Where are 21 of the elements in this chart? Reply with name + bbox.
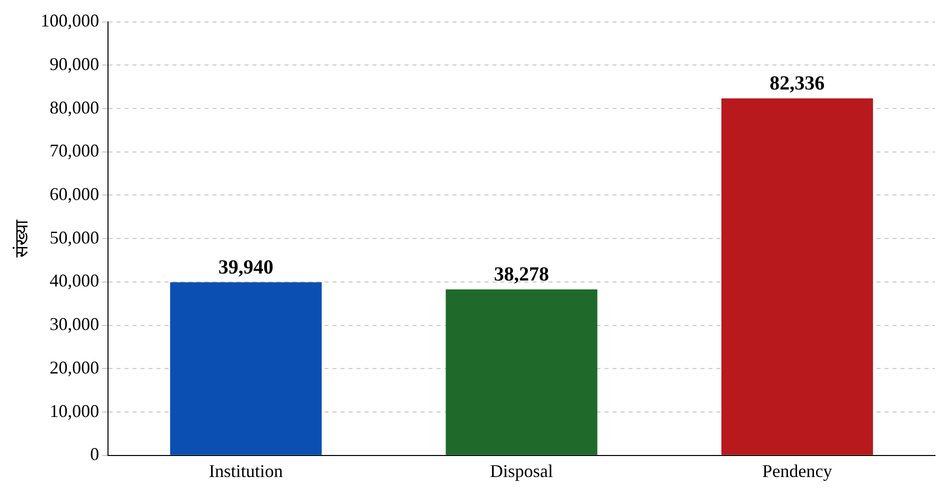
y-tick-label: 90,000 bbox=[50, 54, 100, 74]
x-tick-label: Pendency bbox=[762, 460, 832, 481]
y-tick-label: 20,000 bbox=[50, 357, 100, 378]
data-label: 39,940 bbox=[218, 256, 274, 278]
data-label: 82,336 bbox=[770, 72, 825, 95]
x-tick-label: Institution bbox=[208, 460, 283, 481]
y-tick-label: 70,000 bbox=[50, 140, 100, 161]
y-tick-label: 100,000 bbox=[40, 10, 100, 31]
y-tick-label: 50,000 bbox=[50, 227, 100, 248]
data-label: 38,278 bbox=[494, 264, 550, 286]
y-axis-title: संख्या bbox=[11, 220, 32, 258]
y-tick-label: 0 bbox=[90, 444, 100, 464]
y-tick-label: 80,000 bbox=[50, 97, 100, 118]
y-tick-label: 60,000 bbox=[50, 184, 100, 204]
bar bbox=[446, 289, 598, 455]
y-tick-label: 40,000 bbox=[50, 270, 100, 291]
bar bbox=[721, 98, 873, 455]
y-tick-label: 10,000 bbox=[50, 400, 100, 421]
bar bbox=[170, 282, 322, 455]
y-tick-label: 30,000 bbox=[50, 314, 100, 334]
x-tick-label: Disposal bbox=[490, 460, 554, 481]
